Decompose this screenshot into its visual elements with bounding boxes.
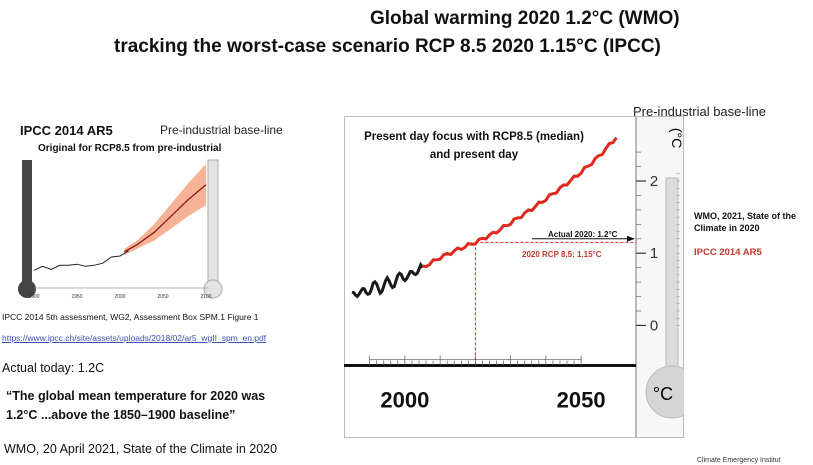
chart-caption-line2: and present day xyxy=(429,149,519,161)
wmo-quote-line1: “The global mean temperature for 2020 wa… xyxy=(6,389,266,403)
wmo-quote: “The global mean temperature for 2020 wa… xyxy=(6,387,265,425)
right-bulb xyxy=(203,279,223,299)
present-day-chart-frame xyxy=(344,116,636,438)
thermometer-unit-top: (°C xyxy=(669,128,684,148)
right-axis-bar xyxy=(207,159,219,289)
left-axis-bar xyxy=(22,160,32,288)
slide-title-line2: tracking the worst-case scenario RCP 8.5… xyxy=(114,36,661,57)
present-day-chart: 2000 2050 xyxy=(344,136,636,412)
left-baseline-label: Pre-industrial base-line xyxy=(160,123,283,137)
big-x-tick-label: 2050 xyxy=(557,387,606,412)
mini-x-tick-label: 2050 xyxy=(157,294,168,300)
slide-title-line1: Global warming 2020 1.2°C (WMO) xyxy=(370,8,680,29)
actual-2020-annotation: Actual 2020: 1.2°C xyxy=(548,230,618,239)
chart-caption: Present day focus with RCP8.5 (median) a… xyxy=(356,128,592,164)
big-projection-line xyxy=(422,136,618,269)
thermometer-unit-bottom: °C xyxy=(653,384,673,404)
right-baseline-label: Pre-industrial base-line xyxy=(633,104,766,119)
left-panel-title: IPCC 2014 AR5 xyxy=(20,123,113,138)
big-observed-line xyxy=(351,261,424,299)
thermometer-tick-label: 2 xyxy=(650,173,658,190)
wmo-side-line1: WMO, 2021, State of the xyxy=(694,211,797,221)
mini-observed-line xyxy=(33,250,129,271)
big-x-tick-label: 2000 xyxy=(380,387,429,412)
mini-x-tick-label: 2000 xyxy=(114,294,125,300)
chart-caption-line1: Present day focus with RCP8.5 (median) xyxy=(364,131,584,143)
rcp85-2020-annotation: 2020 RCP 8.5: 1.15°C xyxy=(522,250,602,259)
mini-x-tick-label: 1950 xyxy=(71,294,82,300)
wmo-quote-line2: 1.2°C ...above the 1850–1900 baseline” xyxy=(6,408,236,422)
left-panel-subtitle: Original for RCP8.5 from pre-industrial xyxy=(38,143,222,154)
ipcc-side-label: IPCC 2014 AR5 xyxy=(694,247,762,258)
footer-credit: Climate Emergency Institut xyxy=(697,457,781,464)
thermometer-tick-label: 0 xyxy=(650,317,658,334)
left-bulb xyxy=(18,280,36,298)
thermometer-tube xyxy=(665,177,679,375)
source-citation: IPCC 2014 5th assessment, WG2, Assessmen… xyxy=(2,312,259,322)
mini-x-tick-label: 1900 xyxy=(28,294,39,300)
mini-x-tick-label: 2100 xyxy=(200,294,211,300)
thermometer-bulb-icon xyxy=(645,365,684,419)
rcp85-band xyxy=(124,164,206,255)
wmo-side-note: WMO, 2021, State of the Climate in 2020 xyxy=(694,210,812,234)
source-link[interactable]: https://www.ipcc.ch/site/assets/uploads/… xyxy=(2,333,267,343)
mini-projection-line xyxy=(123,184,207,253)
ipcc-ar5-mini-chart: 1900 1950 2000 2050 2100 xyxy=(18,159,223,300)
actual-today-label: Actual today: 1.2C xyxy=(2,361,105,375)
wmo-side-line2: Climate in 2020 xyxy=(694,223,760,233)
wmo-citation: WMO, 20 April 2021, State of the Climate… xyxy=(4,442,278,456)
thermometer-tick-label: 1 xyxy=(650,245,658,262)
thermometer: 0 1 2 (°C °C xyxy=(636,128,684,419)
